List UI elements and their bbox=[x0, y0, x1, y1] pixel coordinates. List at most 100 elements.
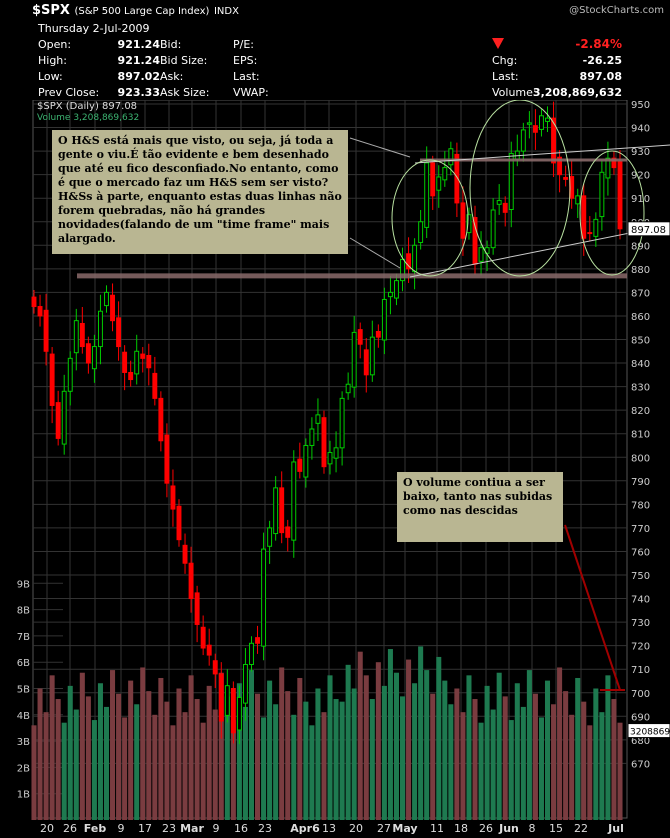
candle-body bbox=[448, 148, 454, 166]
candle-body bbox=[170, 485, 176, 510]
candle-body bbox=[218, 673, 224, 722]
date-tick-label: May bbox=[392, 822, 417, 835]
volume-bar bbox=[375, 662, 381, 820]
candle-body bbox=[200, 626, 206, 649]
volume-bar bbox=[267, 680, 273, 820]
volume-bar bbox=[544, 680, 551, 820]
price-tick-label: 720 bbox=[631, 642, 650, 653]
volume-bar bbox=[122, 717, 128, 820]
price-tick-label: 730 bbox=[631, 618, 650, 629]
volume-bar bbox=[321, 712, 327, 820]
volume-bar bbox=[261, 717, 267, 820]
date-tick-label: 26 bbox=[63, 822, 77, 835]
candle-body bbox=[249, 642, 254, 665]
volume-bar bbox=[309, 725, 315, 820]
volume-bar bbox=[116, 693, 122, 820]
volume-bar bbox=[49, 675, 55, 820]
volume-bar bbox=[158, 677, 164, 820]
lower-trendline bbox=[409, 224, 670, 278]
price-tick-label: 700 bbox=[631, 689, 650, 700]
volume-bar bbox=[478, 722, 484, 820]
last-price-box bbox=[627, 221, 670, 237]
date-tick-label: 22 bbox=[574, 822, 588, 835]
candle-body bbox=[369, 336, 375, 376]
volume-bar bbox=[43, 712, 49, 820]
date-tick-label: 23 bbox=[258, 822, 272, 835]
volume-bar bbox=[490, 709, 496, 820]
price-tick-label: 940 bbox=[631, 124, 650, 135]
volume-bar bbox=[605, 675, 611, 820]
bid-label: Bid: bbox=[160, 38, 182, 51]
candle-body bbox=[563, 176, 569, 180]
candle-body bbox=[551, 117, 557, 164]
candle-body bbox=[539, 115, 544, 130]
open-label: Open: bbox=[38, 38, 72, 51]
date-tick-label: Mar bbox=[180, 822, 204, 835]
note-pointer bbox=[349, 137, 411, 158]
volume-bar bbox=[520, 706, 526, 820]
price-tick-label: 890 bbox=[631, 241, 650, 252]
candle-body bbox=[97, 310, 103, 348]
volume-bar bbox=[418, 646, 424, 820]
chart-title: $SPX (S&P 500 Large Cap Index) INDX bbox=[32, 3, 239, 18]
candle-body bbox=[575, 195, 581, 205]
price-tick-label: 750 bbox=[631, 571, 650, 582]
candle-body bbox=[230, 688, 236, 734]
candle-body bbox=[67, 357, 73, 392]
volume-bar bbox=[551, 704, 557, 820]
price-tick-label: 790 bbox=[631, 477, 650, 488]
volume-bar bbox=[333, 699, 339, 820]
candle-body bbox=[442, 167, 448, 181]
volume-bar bbox=[230, 720, 236, 820]
candle-body bbox=[611, 157, 617, 169]
candle-body bbox=[158, 397, 164, 442]
volume-bar bbox=[532, 693, 538, 820]
price-tick-label: 830 bbox=[631, 383, 650, 394]
candle-body bbox=[91, 346, 97, 370]
candle-body bbox=[285, 526, 291, 538]
low-label: Low: bbox=[38, 70, 63, 83]
candle-body bbox=[502, 202, 508, 213]
candle-body bbox=[375, 330, 381, 338]
exchange: INDX bbox=[213, 6, 239, 17]
candle-body bbox=[430, 162, 436, 197]
down-arrow-icon bbox=[492, 38, 504, 49]
volume-bar bbox=[327, 675, 333, 820]
candle-body bbox=[520, 129, 526, 152]
candle-body bbox=[490, 209, 496, 249]
volume-bar bbox=[466, 675, 472, 820]
volume-bar bbox=[37, 688, 43, 820]
candle-body bbox=[472, 217, 478, 265]
volume-bar bbox=[297, 677, 303, 820]
candle-body bbox=[164, 434, 170, 484]
price-tick-label: 860 bbox=[631, 312, 650, 323]
price-tick-label: 810 bbox=[631, 430, 650, 441]
last-label-mid: Last: bbox=[233, 70, 260, 83]
volume-arrow bbox=[564, 524, 621, 691]
last-volume-box bbox=[627, 723, 670, 739]
date-tick-label: Jul bbox=[607, 822, 624, 835]
volume-bar bbox=[339, 701, 345, 820]
volume-bar bbox=[194, 699, 200, 820]
volume-bar bbox=[538, 717, 544, 820]
candle-body bbox=[37, 306, 43, 317]
candle-body bbox=[327, 452, 333, 465]
prev-close-value: 923.33 bbox=[117, 86, 160, 99]
volume-bar bbox=[110, 670, 116, 820]
candle-body bbox=[387, 291, 393, 298]
volume-bar bbox=[587, 725, 593, 820]
volume-bar bbox=[424, 670, 430, 820]
candle-body bbox=[267, 527, 273, 547]
volume-bar bbox=[31, 725, 37, 820]
high-value: 921.24 bbox=[117, 54, 160, 67]
volume-bar bbox=[140, 667, 146, 820]
volume-bar bbox=[67, 685, 73, 820]
volume-bar bbox=[363, 675, 369, 820]
price-tick-label: 920 bbox=[631, 171, 650, 182]
volume-bar bbox=[61, 722, 67, 820]
candle-body bbox=[424, 162, 430, 228]
volume-bar bbox=[599, 712, 605, 820]
candle-body bbox=[412, 244, 418, 273]
volume-bar bbox=[188, 675, 194, 820]
date-tick-label: 23 bbox=[162, 822, 176, 835]
